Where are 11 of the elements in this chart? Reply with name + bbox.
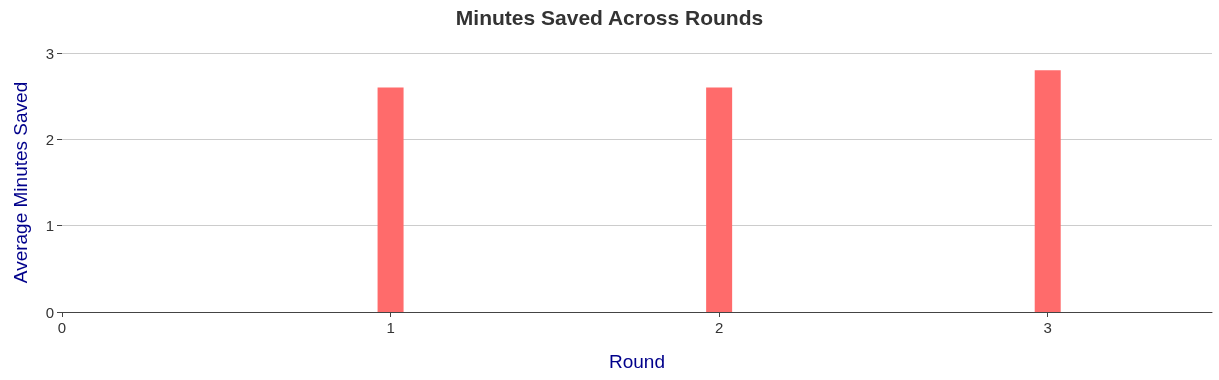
y-tick-label: 1 [45, 217, 54, 235]
y-tick-label: 0 [45, 303, 54, 321]
x-tick-label: 1 [386, 319, 395, 336]
x-tick-label: 2 [714, 319, 724, 336]
chart-title: Minutes Saved Across Rounds [455, 6, 764, 29]
y-tick-label: 2 [45, 130, 54, 148]
y-tick-label: 3 [45, 44, 54, 62]
x-tick-label: 0 [57, 319, 67, 336]
x-tick-label: 3 [1043, 319, 1052, 336]
y-axis-title: Average Minutes Saved [10, 81, 31, 284]
x-axis-title: Round [609, 351, 665, 372]
